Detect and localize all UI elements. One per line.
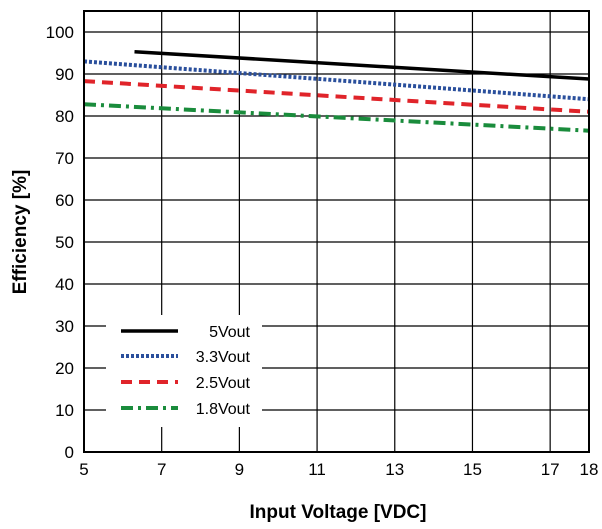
x-axis-label: Input Voltage [VDC] xyxy=(250,502,427,523)
x-tick-label: 11 xyxy=(308,460,326,479)
y-tick-label: 100 xyxy=(46,23,74,42)
y-tick-label: 30 xyxy=(55,317,74,336)
y-tick-label: 60 xyxy=(55,191,74,210)
y-tick-label: 90 xyxy=(55,65,74,84)
series-line-3.3Vout xyxy=(83,59,590,102)
legend-label: 1.8Vout xyxy=(196,401,251,418)
x-tick-label: 18 xyxy=(580,460,599,479)
legend-label: 3.3Vout xyxy=(196,349,251,366)
x-tick-label: 15 xyxy=(463,460,482,479)
series-line-1.8Vout xyxy=(83,102,590,133)
y-tick-label: 70 xyxy=(55,149,74,168)
y-axis-label: Efficiency [%] xyxy=(10,170,31,295)
x-tick-labels: 5 7 9 11 13 15 17 18 xyxy=(79,460,598,479)
series-line-5Vout xyxy=(134,49,590,81)
x-tick-label: 7 xyxy=(157,460,166,479)
legend-label: 2.5Vout xyxy=(196,375,251,392)
plot-frame xyxy=(83,10,590,453)
x-tick-label: 13 xyxy=(385,460,404,479)
x-tick-label: 9 xyxy=(235,460,244,479)
y-tick-label: 0 xyxy=(65,443,74,462)
legend-label: 5Vout xyxy=(209,324,250,341)
y-tick-label: 20 xyxy=(55,359,74,378)
y-tick-label: 40 xyxy=(55,275,74,294)
x-tick-label: 5 xyxy=(79,460,88,479)
y-tick-labels: 0 10 20 30 40 50 60 70 80 90 100 xyxy=(46,23,74,462)
y-tick-label: 10 xyxy=(55,401,74,420)
x-tick-label: 17 xyxy=(541,460,560,479)
legend: 5Vout 3.3Vout 2.5Vout 1.8Vout xyxy=(106,315,262,427)
series-layer xyxy=(83,49,590,133)
y-tick-label: 50 xyxy=(55,233,74,252)
y-tick-label: 80 xyxy=(55,107,74,126)
series-line-2.5Vout xyxy=(83,79,590,114)
